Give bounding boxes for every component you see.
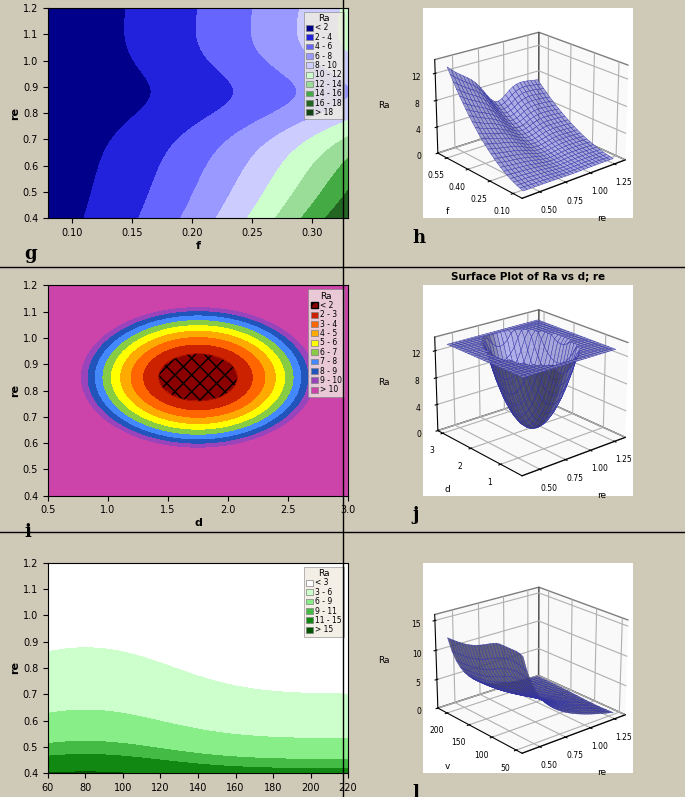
Legend: < 2, 2 - 3, 3 - 4, 4 - 5, 5 - 6, 6 - 7, 7 - 8, 8 - 9, 9 - 10, > 10: < 2, 2 - 3, 3 - 4, 4 - 5, 5 - 6, 6 - 7, … — [308, 289, 345, 397]
X-axis label: re: re — [597, 214, 606, 222]
X-axis label: re: re — [597, 491, 606, 500]
X-axis label: f: f — [195, 241, 201, 251]
Legend: < 2, 2 - 4, 4 - 6, 6 - 8, 8 - 10, 10 - 12, 12 - 14, 14 - 16, 16 - 18, > 18: < 2, 2 - 4, 4 - 6, 6 - 8, 8 - 10, 10 - 1… — [303, 12, 345, 120]
X-axis label: d: d — [194, 518, 202, 528]
Text: g: g — [24, 245, 36, 264]
Text: h: h — [412, 229, 425, 247]
X-axis label: v: v — [195, 795, 201, 797]
Text: j: j — [412, 506, 419, 524]
Y-axis label: re: re — [10, 107, 20, 120]
Text: l: l — [412, 783, 419, 797]
Title: Surface Plot of Ra vs d; re: Surface Plot of Ra vs d; re — [451, 272, 605, 282]
Y-axis label: f: f — [446, 207, 449, 216]
X-axis label: re: re — [597, 768, 606, 777]
Y-axis label: re: re — [10, 384, 20, 397]
Y-axis label: d: d — [445, 485, 451, 494]
Legend: < 3, 3 - 6, 6 - 9, 9 - 11, 11 - 15, > 15: < 3, 3 - 6, 6 - 9, 9 - 11, 11 - 15, > 15 — [304, 567, 345, 637]
Text: i: i — [24, 523, 31, 541]
Y-axis label: re: re — [10, 662, 20, 674]
Y-axis label: v: v — [445, 762, 451, 771]
